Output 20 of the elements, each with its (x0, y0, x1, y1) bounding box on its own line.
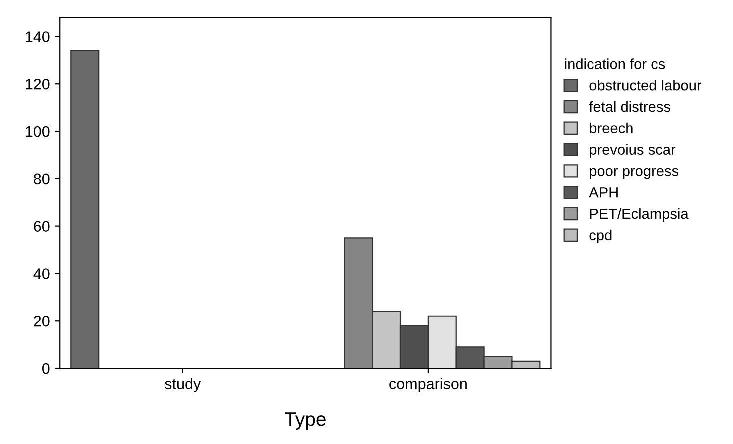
legend-label: APH (589, 188, 618, 198)
legend-label: fetal distress (589, 101, 670, 112)
legend-label: cpd (590, 230, 612, 244)
legend-label: PET/Eclampsia (590, 208, 689, 222)
y-tick-label: 60 (34, 221, 50, 232)
legend-title: indication for cs (565, 58, 666, 70)
legend-label: breech (590, 122, 633, 134)
y-tick-label: 140 (26, 32, 50, 42)
x-tick-label: study (165, 378, 202, 392)
x-axis-title: Type (285, 412, 326, 430)
legend-label: obstructed labour (590, 80, 702, 91)
legend-label: prevoius scar (590, 144, 676, 158)
y-tick-label: 80 (34, 174, 50, 185)
x-tick-label: comparison (390, 378, 467, 392)
y-tick-label: 40 (34, 268, 50, 280)
y-tick-label: 0 (42, 363, 50, 374)
y-tick-label: 120 (26, 78, 50, 90)
legend-label: poor progress (590, 168, 679, 180)
y-tick-label: 20 (34, 316, 50, 327)
y-tick-label: 100 (26, 126, 50, 138)
